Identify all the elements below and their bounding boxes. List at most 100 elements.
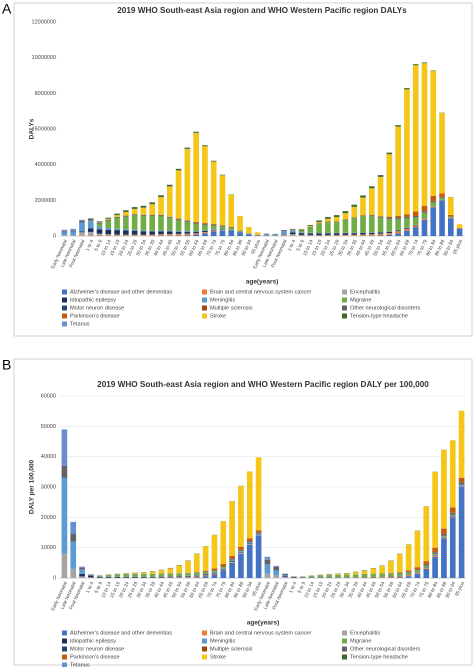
bar-segment xyxy=(202,145,208,147)
bar-segment xyxy=(458,477,465,483)
bar-segment xyxy=(395,217,401,219)
bar-segment xyxy=(246,227,252,234)
y-tick-label: 40000 xyxy=(41,454,56,460)
bar-segment xyxy=(263,234,270,235)
legend-swatch xyxy=(62,321,67,327)
bar-segment xyxy=(396,577,403,578)
bar-segment xyxy=(184,148,191,221)
bar-segment xyxy=(458,485,465,486)
y-tick-label: 8000000 xyxy=(35,91,56,97)
bar-segment xyxy=(193,577,200,578)
bar-segment xyxy=(184,220,191,222)
bar-segment xyxy=(342,233,349,235)
bar-segment xyxy=(351,233,358,235)
bar-segment xyxy=(220,521,227,565)
bar-segment xyxy=(254,235,261,236)
bar-segment xyxy=(441,528,447,535)
bar-segment xyxy=(439,200,445,236)
bar-segment xyxy=(360,216,366,233)
bar-segment xyxy=(316,220,322,223)
bar-segment xyxy=(123,230,129,235)
bar-segment xyxy=(441,535,447,537)
bar-segment xyxy=(396,554,403,573)
legend-label: Parkinson's disease xyxy=(70,654,120,660)
bar-segment xyxy=(87,221,94,229)
bar-segment xyxy=(289,229,296,231)
legend-swatch xyxy=(62,313,67,319)
bar-segment xyxy=(404,218,410,228)
bar-segment xyxy=(404,216,410,219)
legend-swatch xyxy=(202,638,207,644)
bar-segment xyxy=(123,576,130,578)
bar-segment xyxy=(140,205,147,208)
legend-label: Meningitis xyxy=(210,638,235,644)
bar-segment xyxy=(184,230,191,232)
bar-segment xyxy=(166,218,173,231)
y-tick-label: 12000000 xyxy=(32,19,56,25)
bar-segment xyxy=(272,235,278,236)
bar-segment xyxy=(79,567,85,570)
bar-segment xyxy=(386,219,393,232)
bar-segment xyxy=(352,574,359,578)
x-tick-label: 1 to 4 xyxy=(85,239,96,253)
bar-segment xyxy=(88,574,94,576)
bar-segment xyxy=(246,471,253,539)
bar-segment xyxy=(96,229,103,234)
bar-segment xyxy=(405,576,412,578)
bar-segment xyxy=(166,234,173,236)
bar-segment xyxy=(158,234,164,236)
bar-segment xyxy=(307,226,314,228)
bar-segment xyxy=(432,552,438,554)
bar-segment xyxy=(175,218,182,220)
bar-segment xyxy=(96,222,103,224)
bar-segment xyxy=(395,219,401,230)
bar-segment xyxy=(175,233,182,235)
bar-segment xyxy=(202,571,209,573)
bar-segment xyxy=(333,221,340,223)
bar-segment xyxy=(87,235,94,236)
legend-label: Tetanus xyxy=(70,321,90,327)
bar-segment xyxy=(344,573,350,575)
bar-segment xyxy=(368,234,375,236)
bar-segment xyxy=(202,230,208,232)
bar-segment xyxy=(176,573,182,577)
bar-segment xyxy=(404,89,410,215)
bar-segment xyxy=(202,224,208,231)
bar-segment xyxy=(193,222,199,224)
bar-segment xyxy=(105,219,112,221)
bar-segment xyxy=(79,576,85,578)
bar-segment xyxy=(456,224,463,228)
bar-segment xyxy=(307,225,314,227)
bar-segment xyxy=(70,231,76,236)
bar-segment xyxy=(184,147,191,149)
bar-segment xyxy=(193,231,199,232)
bar-segment xyxy=(388,576,394,578)
bar-segment xyxy=(342,213,349,220)
bar-segment xyxy=(61,553,68,578)
chart-title: 2019 WHO South-east Asia region and WHO … xyxy=(97,380,429,389)
bar-segment xyxy=(238,546,244,550)
legend-label: Other neurological disorders xyxy=(350,305,420,311)
bar-segment xyxy=(211,573,218,575)
bar-segment xyxy=(229,561,235,563)
bar-segment xyxy=(140,235,147,236)
bar-segment xyxy=(193,573,200,576)
bar-segment xyxy=(123,215,129,217)
bar-segment xyxy=(193,233,199,235)
bar-segment xyxy=(184,235,191,236)
bar-segment xyxy=(430,201,437,203)
bar-segment xyxy=(421,212,428,219)
legend-label: Brain and central nervous system cancer xyxy=(210,289,311,295)
bar-segment xyxy=(79,222,85,232)
y-tick-label: 4000000 xyxy=(35,162,56,168)
bar-segment xyxy=(149,204,156,215)
bar-segment xyxy=(360,215,366,217)
bar-segment xyxy=(421,211,428,213)
bar-segment xyxy=(448,214,454,217)
bar-segment xyxy=(360,232,366,235)
x-tick-label: 5 to 9 xyxy=(94,581,105,595)
bar-segment xyxy=(61,429,68,466)
bar-segment xyxy=(141,572,147,574)
bar-segment xyxy=(79,573,85,577)
bar-segment xyxy=(175,170,182,219)
